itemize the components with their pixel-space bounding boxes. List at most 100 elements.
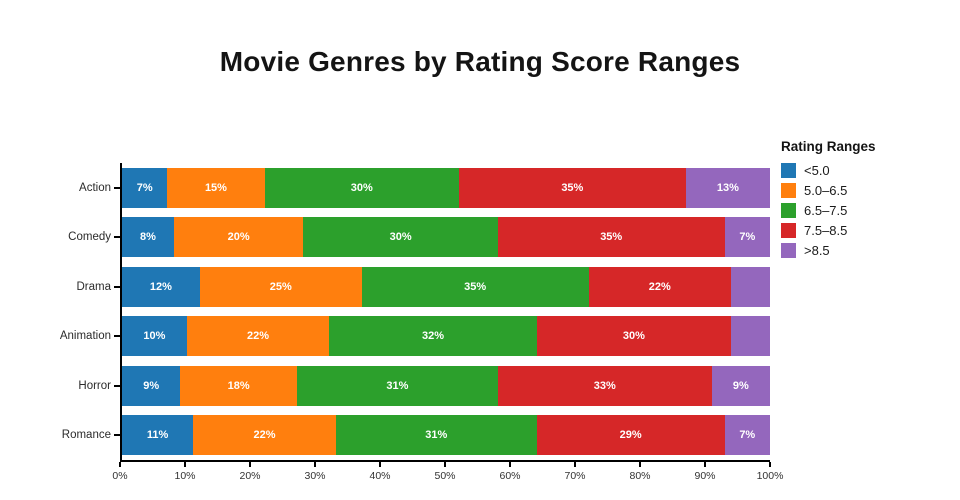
y-axis-label: Comedy bbox=[68, 231, 111, 244]
legend-entry-label: 5.0–6.5 bbox=[804, 183, 848, 198]
legend-entry[interactable]: 6.5–7.5 bbox=[781, 203, 876, 218]
bar-value-label: 30% bbox=[389, 231, 412, 244]
bar-row: Romance 11% 22% 31% 29% 7% bbox=[62, 411, 770, 461]
bar-segment[interactable]: 30% bbox=[264, 167, 459, 208]
legend-entry[interactable]: >8.5 bbox=[781, 243, 876, 258]
legend-swatch bbox=[781, 163, 796, 178]
bar-segment[interactable]: 33% bbox=[497, 365, 712, 406]
x-axis-tick-mark bbox=[184, 462, 186, 467]
chart-title: Movie Genres by Rating Score Ranges bbox=[219, 46, 741, 77]
legend-entry[interactable]: 5.0–6.5 bbox=[781, 183, 876, 198]
x-axis-tick-label: 30% bbox=[304, 470, 326, 482]
x-axis-tick-label: 70% bbox=[564, 470, 586, 482]
bar-segment[interactable]: 7% bbox=[724, 217, 770, 258]
bar-row: Comedy 8% 20% 30% 35% 7% bbox=[68, 213, 770, 263]
x-axis-tick-mark bbox=[379, 462, 381, 467]
plot-area: Action 7% 15% 30% 35% 13% Comedy 8% 20% 30% 35% 7% D… bbox=[60, 163, 770, 462]
legend-entry-label: >8.5 bbox=[804, 243, 830, 258]
bar-segment[interactable] bbox=[731, 316, 770, 357]
bar-segment[interactable]: 22% bbox=[588, 266, 732, 307]
bar-value-label: 30% bbox=[622, 330, 645, 343]
legend-title: Rating Ranges bbox=[781, 139, 876, 154]
bar-row: Action 7% 15% 30% 35% 13% bbox=[79, 163, 770, 213]
bar-value-label: 31% bbox=[425, 429, 448, 442]
bar-value-label: 32% bbox=[422, 330, 445, 343]
x-axis-tick-label: 100% bbox=[756, 470, 784, 482]
bar-value-label: 30% bbox=[350, 181, 373, 194]
bar-value-label: 12% bbox=[149, 280, 172, 293]
bar-segment[interactable]: 7% bbox=[724, 415, 770, 456]
bar-segment[interactable]: 25% bbox=[199, 266, 362, 307]
bar-segment[interactable]: 8% bbox=[122, 217, 174, 258]
bar-segment[interactable]: 35% bbox=[497, 217, 725, 258]
stacked-bar: 11% 22% 31% 29% 7% bbox=[122, 415, 770, 456]
x-axis: 0% 10% 20% 30% 40% 50% 60% 70% 80% 90% 100% bbox=[112, 462, 783, 492]
x-axis-tick-mark bbox=[704, 462, 706, 467]
stacked-bar: 12% 25% 35% 22% bbox=[122, 266, 770, 307]
bar-row: Drama 12% 25% 35% 22% bbox=[76, 262, 770, 312]
x-axis-tick-mark bbox=[314, 462, 316, 467]
legend-entry-label: <5.0 bbox=[804, 163, 830, 178]
legend-entry[interactable]: <5.0 bbox=[781, 163, 876, 178]
x-axis-tick-mark bbox=[574, 462, 576, 467]
bar-row: Horror 9% 18% 31% 33% 9% bbox=[78, 361, 770, 411]
bar-segment[interactable]: 9% bbox=[711, 365, 770, 406]
bar-segment[interactable]: 31% bbox=[335, 415, 537, 456]
stacked-bar: 7% 15% 30% 35% 13% bbox=[122, 167, 770, 208]
x-axis-tick-mark bbox=[639, 462, 641, 467]
stacked-bar: 9% 18% 31% 33% 9% bbox=[122, 365, 770, 406]
bar-value-label: 25% bbox=[269, 280, 292, 293]
y-axis-label: Drama bbox=[76, 280, 111, 293]
bar-segment[interactable]: 10% bbox=[122, 316, 187, 357]
bar-value-label: 13% bbox=[716, 181, 739, 194]
x-axis-tick-mark bbox=[249, 462, 251, 467]
bar-value-label: 20% bbox=[227, 231, 250, 244]
bar-value-label: 29% bbox=[619, 429, 642, 442]
bar-segment[interactable] bbox=[731, 266, 770, 307]
bar-value-label: 35% bbox=[464, 280, 487, 293]
bar-segment[interactable]: 29% bbox=[536, 415, 725, 456]
x-axis-tick-label: 60% bbox=[499, 470, 521, 482]
x-axis-tick-mark bbox=[119, 462, 121, 467]
bar-segment[interactable]: 22% bbox=[186, 316, 330, 357]
bar-segment[interactable]: 11% bbox=[122, 415, 194, 456]
bar-segment[interactable]: 31% bbox=[296, 365, 498, 406]
bar-segment[interactable]: 13% bbox=[685, 167, 770, 208]
bar-segment[interactable]: 20% bbox=[173, 217, 304, 258]
bar-segment[interactable]: 32% bbox=[329, 316, 537, 357]
bar-segment[interactable]: 35% bbox=[361, 266, 589, 307]
legend-swatch bbox=[781, 203, 796, 218]
bar-segment[interactable]: 22% bbox=[193, 415, 336, 456]
y-axis-tick-mark bbox=[114, 236, 120, 239]
bar-value-label: 8% bbox=[139, 231, 156, 244]
bar-segment[interactable]: 18% bbox=[180, 365, 297, 406]
bar-segment[interactable]: 35% bbox=[458, 167, 686, 208]
bar-segment[interactable]: 30% bbox=[303, 217, 498, 258]
bar-segment[interactable]: 30% bbox=[536, 316, 732, 357]
bar-value-label: 11% bbox=[146, 429, 169, 442]
x-axis-tick-label: 80% bbox=[629, 470, 651, 482]
bar-segment[interactable]: 15% bbox=[167, 167, 265, 208]
legend-swatch bbox=[781, 223, 796, 238]
y-axis-tick-mark bbox=[114, 186, 120, 189]
bar-segment[interactable]: 7% bbox=[122, 167, 168, 208]
y-axis-label: Horror bbox=[78, 379, 111, 392]
bar-value-label: 7% bbox=[136, 181, 153, 194]
legend-entries: <5.0 5.0–6.5 6.5–7.5 7.5–8.5 >8.5 bbox=[781, 163, 876, 258]
bar-value-label: 22% bbox=[253, 429, 276, 442]
x-axis-tick-label: 0% bbox=[112, 470, 128, 482]
bar-segment[interactable]: 9% bbox=[122, 365, 181, 406]
bar-value-label: 35% bbox=[600, 231, 623, 244]
legend-swatch bbox=[781, 183, 796, 198]
x-axis-tick-label: 20% bbox=[239, 470, 261, 482]
y-axis-label: Action bbox=[79, 181, 111, 194]
bar-value-label: 18% bbox=[227, 379, 250, 392]
bar-value-label: 31% bbox=[386, 379, 409, 392]
bar-value-label: 35% bbox=[561, 181, 584, 194]
bar-segment[interactable]: 12% bbox=[122, 266, 200, 307]
legend-entry[interactable]: 7.5–8.5 bbox=[781, 223, 876, 238]
bar-value-label: 33% bbox=[593, 379, 616, 392]
bar-value-label: 22% bbox=[648, 280, 671, 293]
x-axis-tick-mark bbox=[769, 462, 771, 467]
